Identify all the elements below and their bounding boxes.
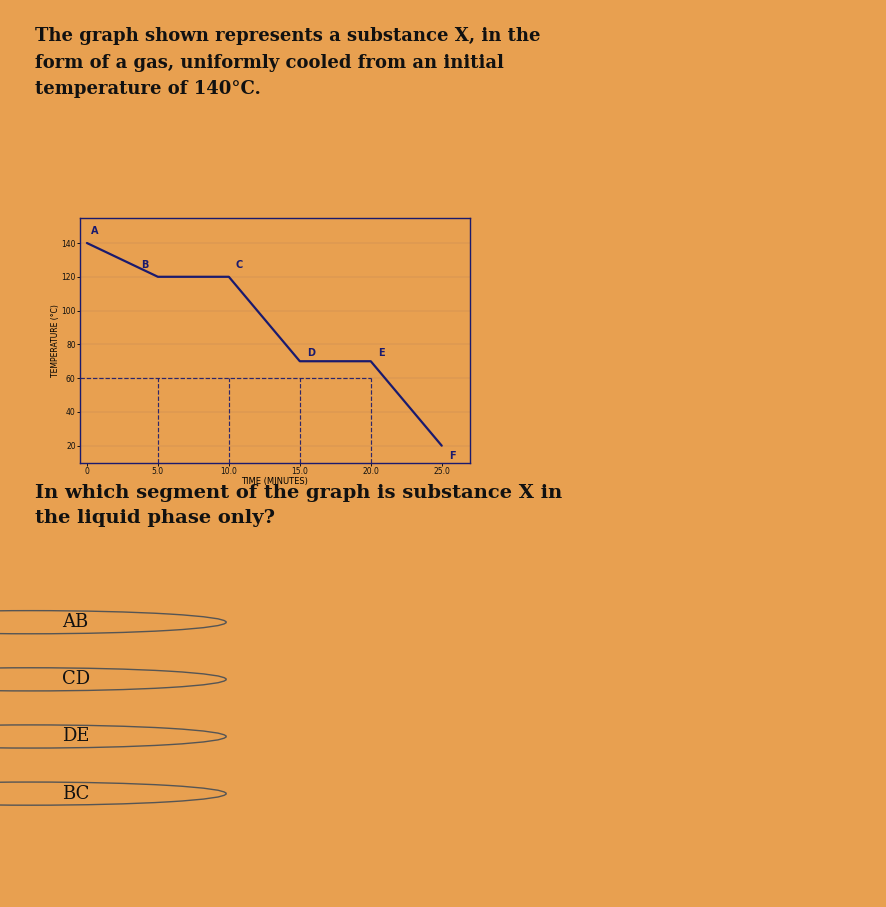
Text: E: E [377,348,384,358]
Text: BC: BC [62,785,89,803]
Text: D: D [307,348,315,358]
Text: In which segment of the graph is substance X in
the liquid phase only?: In which segment of the graph is substan… [35,483,562,527]
Text: F: F [448,451,455,461]
Y-axis label: TEMPERATURE (°C): TEMPERATURE (°C) [51,304,59,376]
Text: DE: DE [62,727,89,746]
X-axis label: TIME (MINUTES): TIME (MINUTES) [241,477,308,486]
Text: The graph shown represents a substance X, in the
form of a gas, uniformly cooled: The graph shown represents a substance X… [35,27,540,98]
Text: A: A [91,226,98,236]
Text: C: C [236,260,243,270]
Text: B: B [141,260,148,270]
Text: AB: AB [62,613,89,631]
Text: CD: CD [62,670,90,688]
